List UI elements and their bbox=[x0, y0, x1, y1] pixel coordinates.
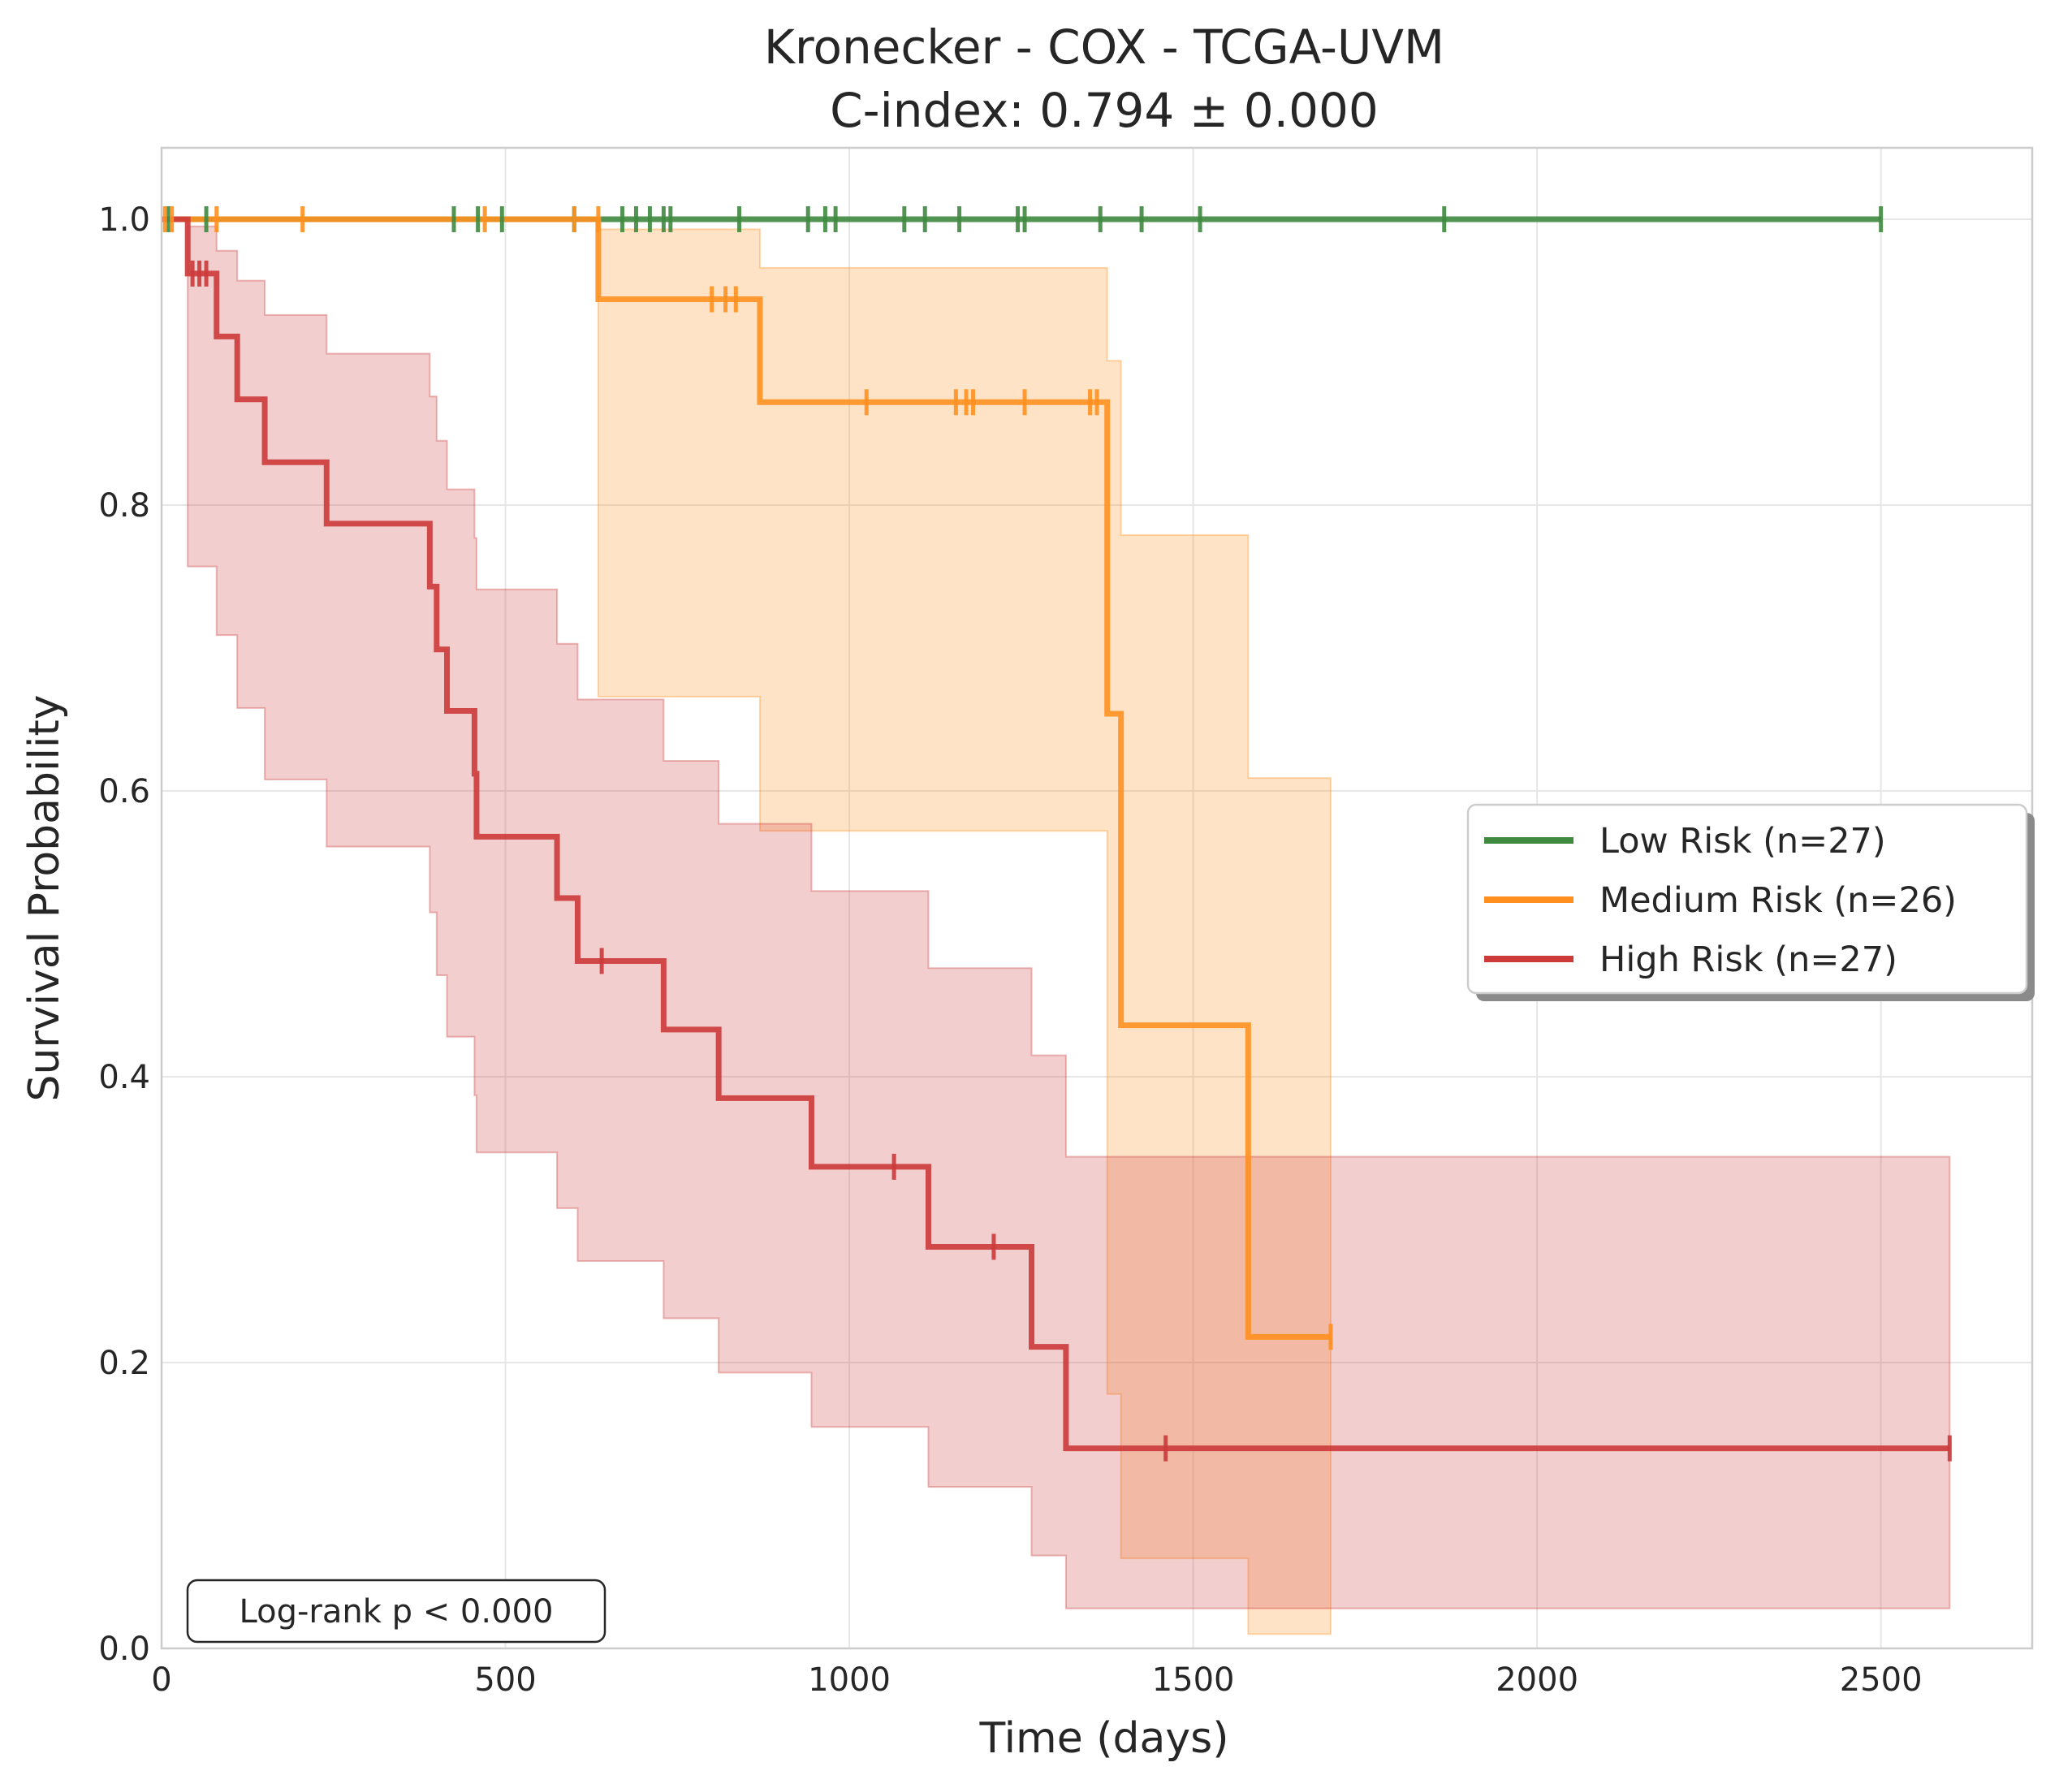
high-risk-survival-line bbox=[162, 216, 1950, 1452]
x-tick-label: 0 bbox=[151, 1661, 171, 1699]
logrank-annotation: Log-rank p < 0.000 bbox=[186, 1579, 606, 1644]
logrank-box bbox=[186, 1579, 606, 1644]
survival-curves bbox=[162, 216, 1950, 1452]
legend-box bbox=[1466, 803, 2028, 995]
chart-subtitle: C-index: 0.794 ± 0.000 bbox=[830, 83, 1379, 138]
y-tick-label: 0.2 bbox=[98, 1345, 150, 1382]
high-risk-confidence-band bbox=[162, 218, 1951, 1609]
low-risk-legend-label: Low Risk (n=27) bbox=[1599, 821, 1886, 862]
x-tick-label: 1500 bbox=[1152, 1661, 1235, 1699]
medium-risk-legend-label: Medium Risk (n=26) bbox=[1599, 880, 1957, 921]
censor-marks bbox=[162, 206, 1952, 1462]
y-axis-ticks: 0.0 0.2 0.4 0.6 0.8 1.0 bbox=[98, 201, 150, 1668]
x-axis-ticks: 0 500 1000 1500 2000 2500 bbox=[151, 1661, 1922, 1699]
chart-title: Kronecker - COX - TCGA-UVM bbox=[764, 19, 1444, 75]
y-tick-label: 0.0 bbox=[98, 1631, 150, 1668]
y-axis-label: Survival Probability bbox=[20, 694, 69, 1101]
x-tick-label: 2000 bbox=[1496, 1661, 1578, 1699]
y-tick-label: 1.0 bbox=[98, 201, 150, 239]
medium-risk-confidence-band bbox=[162, 218, 1332, 1635]
y-tick-label: 0.4 bbox=[98, 1059, 150, 1096]
y-tick-label: 0.6 bbox=[98, 773, 150, 810]
medium-risk-survival-line bbox=[162, 216, 1331, 1340]
logrank-text: Log-rank p < 0.000 bbox=[240, 1593, 554, 1631]
y-tick-label: 0.8 bbox=[98, 487, 150, 525]
x-axis-label: Time (days) bbox=[978, 1714, 1228, 1763]
confidence-bands bbox=[162, 218, 1951, 1635]
high-risk-legend-label: High Risk (n=27) bbox=[1599, 940, 1897, 980]
x-tick-label: 2500 bbox=[1840, 1661, 1923, 1699]
x-tick-label: 1000 bbox=[808, 1661, 891, 1699]
x-tick-label: 500 bbox=[474, 1661, 536, 1699]
legend: Low Risk (n=27) Medium Risk (n=26) High Ri… bbox=[1466, 803, 2035, 1001]
